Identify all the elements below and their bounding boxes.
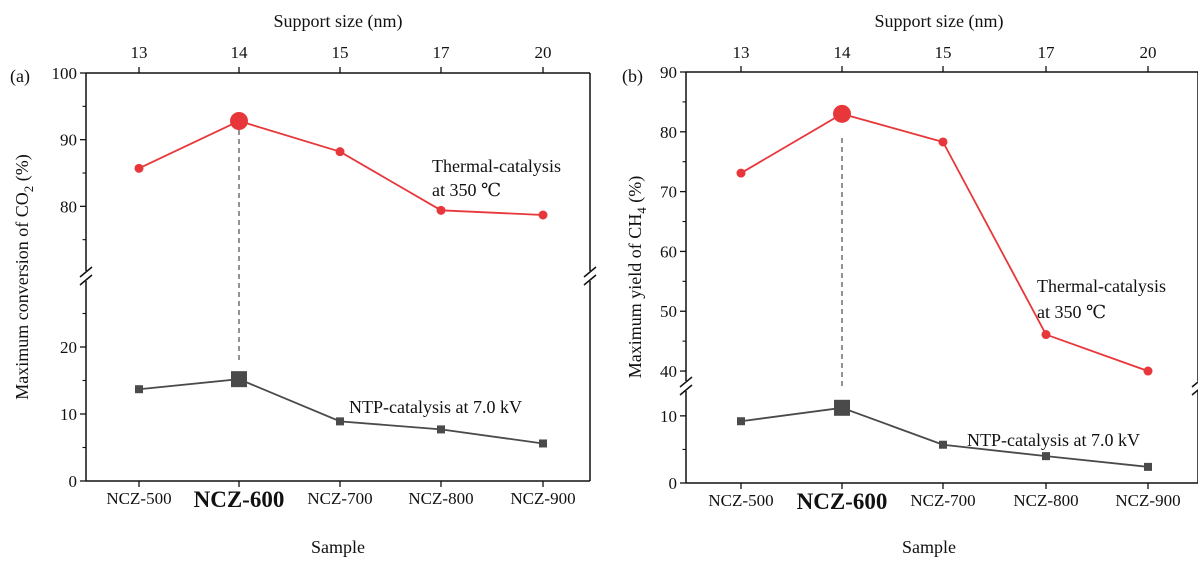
ntp-point-ncz-900 — [539, 439, 547, 448]
x-tick-label-ncz-700: NCZ-700 — [910, 491, 975, 510]
thermal-series-line — [740, 112, 1149, 372]
ntp-point-ncz-900 — [1144, 462, 1152, 471]
chart-panel-b: 40 50 60 70 80 90 0 10 NCZ-500 13 NCZ-600 14 NCZ-700… — [622, 11, 1198, 557]
ntp-point-ncz-500 — [737, 417, 745, 426]
thermal-point-ncz-800 — [436, 205, 446, 215]
top-tick-label: 20 — [1140, 43, 1157, 62]
top-tick-label: 15 — [332, 43, 349, 62]
y-tick-label: 100 — [52, 64, 78, 83]
thermal-point-ncz-500 — [736, 168, 746, 178]
x-tick-label-ncz-500: NCZ-500 — [106, 489, 171, 508]
ntp-point-ncz-500 — [135, 385, 143, 394]
chart-panel-a: 80 90 100 0 10 20 NCZ-500 13 NCZ-600 14 NCZ-700 15 N… — [10, 11, 597, 557]
ntp-point-ncz-600 — [231, 371, 247, 388]
thermal-point-ncz-900 — [538, 210, 548, 220]
top-tick-label: 13 — [733, 43, 750, 62]
ntp-annotation: NTP-catalysis at 7.0 kV — [349, 397, 522, 417]
axis-break-mark — [583, 274, 597, 286]
y-tick-label: 90 — [660, 63, 677, 82]
top-axis-title: Support size (nm) — [875, 11, 1004, 32]
y-axis-title-main: Maximum yield of CH — [625, 214, 645, 379]
ntp-annotation: NTP-catalysis at 7.0 kV — [967, 430, 1140, 450]
axis-break-mark — [79, 266, 93, 278]
x-axis-title: Sample — [311, 537, 365, 557]
y-tick-label: 80 — [60, 197, 77, 216]
thermal-point-ncz-700 — [938, 137, 948, 147]
axis-break-mark — [1191, 381, 1198, 388]
top-tick-label: 14 — [231, 43, 249, 62]
panel-label: (b) — [622, 66, 643, 87]
thermal-point-ncz-500 — [134, 163, 144, 173]
x-tick-label-ncz-900: NCZ-900 — [510, 489, 575, 508]
y-axis-title-unit: (%) — [12, 154, 33, 185]
thermal-point-ncz-900 — [1143, 366, 1153, 376]
y-axis-title-subscript: 4 — [634, 207, 649, 214]
x-tick-label-ncz-500: NCZ-500 — [708, 491, 773, 510]
top-tick-label: 13 — [131, 43, 148, 62]
axis-break-mark — [79, 274, 93, 286]
thermal-point-ncz-700 — [335, 147, 345, 157]
thermal-point-ncz-600 — [230, 112, 248, 130]
x-tick-label-ncz-600: NCZ-600 — [797, 489, 888, 514]
panel-label: (a) — [10, 66, 30, 87]
x-tick-label-ncz-800: NCZ-800 — [408, 489, 473, 508]
y-tick-label: 0 — [69, 472, 78, 491]
top-tick-label: 20 — [535, 43, 552, 62]
y-axis-title-main: Maximum conversion of CO — [12, 192, 32, 399]
top-axis-title: Support size (nm) — [274, 11, 403, 32]
thermal-annotation: Thermal-catalysis — [1037, 276, 1166, 296]
ntp-point-ncz-800 — [437, 425, 445, 434]
axis-break-mark — [583, 266, 597, 278]
top-tick-label: 17 — [1038, 43, 1056, 62]
ntp-point-ncz-600 — [834, 399, 850, 416]
axis-break-mark — [679, 376, 693, 388]
x-tick-label-ncz-800: NCZ-800 — [1013, 491, 1078, 510]
y-tick-label: 50 — [660, 302, 677, 321]
ntp-point-ncz-800 — [1042, 452, 1050, 461]
axis-break-mark — [679, 384, 693, 396]
y-tick-label: 10 — [60, 405, 77, 424]
x-tick-label-ncz-900: NCZ-900 — [1115, 491, 1180, 510]
x-tick-label-ncz-600: NCZ-600 — [194, 487, 285, 512]
top-tick-label: 14 — [834, 43, 852, 62]
thermal-annotation: Thermal-catalysis — [432, 156, 561, 176]
ntp-point-ncz-700 — [336, 417, 344, 426]
y-axis-title: Maximum yield of CH4 (%) — [625, 176, 649, 378]
axis-break-mark — [1191, 389, 1198, 396]
x-axis-title: Sample — [902, 537, 956, 557]
x-tick-label-ncz-700: NCZ-700 — [307, 489, 372, 508]
thermal-annotation: at 350 ℃ — [432, 180, 501, 200]
y-tick-label: 20 — [60, 338, 77, 357]
y-tick-label: 80 — [660, 123, 677, 142]
y-tick-label: 90 — [60, 131, 77, 150]
top-tick-label: 17 — [433, 43, 451, 62]
thermal-annotation: at 350 ℃ — [1037, 302, 1106, 322]
y-tick-label: 0 — [669, 474, 678, 493]
y-axis-title-unit: (%) — [625, 176, 646, 207]
thermal-point-ncz-800 — [1041, 330, 1051, 340]
top-tick-label: 15 — [935, 43, 952, 62]
y-axis-title-subscript: 2 — [21, 186, 36, 193]
ntp-point-ncz-700 — [939, 440, 947, 449]
y-tick-label: 60 — [660, 242, 677, 261]
y-axis-title: Maximum conversion of CO2 (%) — [12, 154, 36, 399]
thermal-point-ncz-600 — [833, 104, 851, 123]
y-tick-label: 70 — [660, 183, 677, 202]
y-tick-label: 10 — [660, 407, 677, 426]
y-tick-label: 40 — [660, 362, 677, 381]
